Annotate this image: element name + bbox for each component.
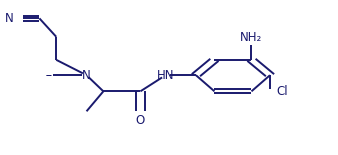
Text: HN: HN xyxy=(157,69,174,82)
Text: Cl: Cl xyxy=(276,85,288,98)
Text: N: N xyxy=(4,12,13,25)
Text: –: – xyxy=(45,69,51,82)
Text: –: – xyxy=(45,69,51,82)
Text: NH₂: NH₂ xyxy=(240,31,263,44)
Text: O: O xyxy=(136,114,145,127)
Text: N: N xyxy=(82,69,91,82)
